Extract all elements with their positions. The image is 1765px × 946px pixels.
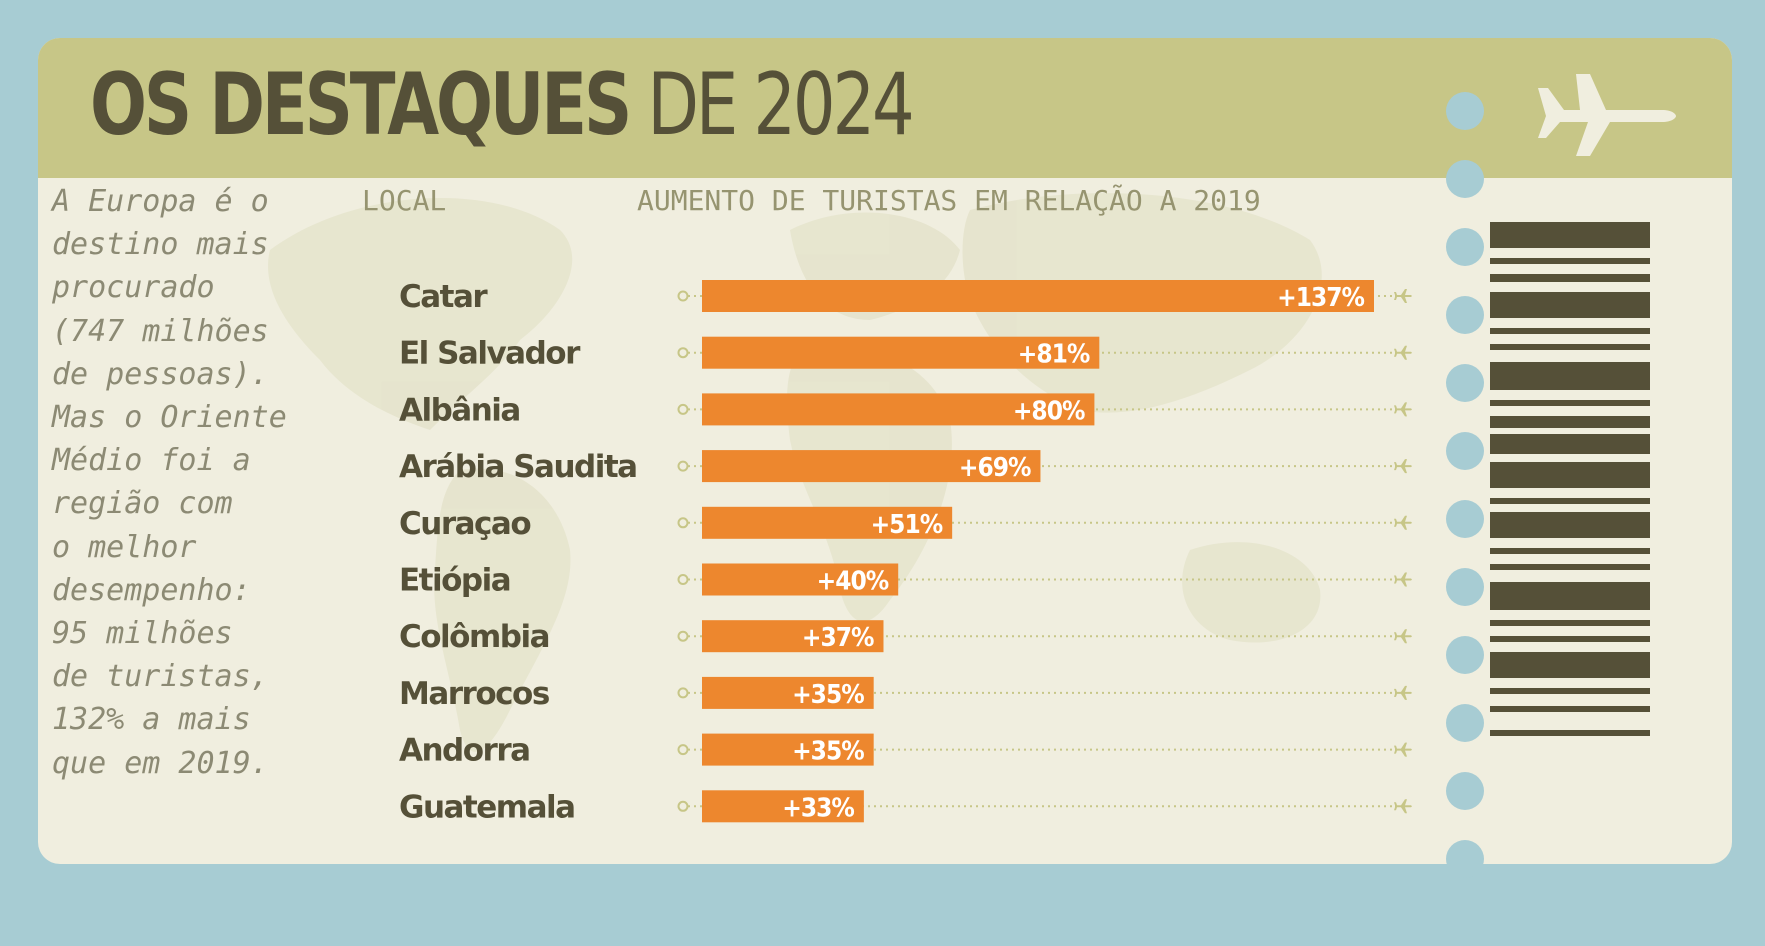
data-label: +33% [782, 793, 854, 823]
row-start-marker [677, 347, 689, 359]
bar [702, 393, 1095, 426]
category-label: Etiópia [399, 563, 510, 599]
ticket-perforation [1446, 840, 1484, 878]
bar-chart: +137% Catar +81% El Salvador +80% Albânia +69%… [399, 279, 1412, 825]
row-start-marker [677, 800, 689, 812]
airplane-icon [1394, 799, 1412, 814]
category-label: Guatemala [399, 789, 575, 825]
data-label: +51% [871, 510, 943, 540]
data-label: +37% [802, 623, 874, 653]
ticket-perforation [1446, 772, 1484, 810]
bar [702, 733, 874, 766]
ticket-perforation [1446, 228, 1484, 266]
airplane-icon [1394, 289, 1412, 303]
ticket-perforation [1446, 0, 1484, 38]
ticket-perforation [1446, 364, 1484, 402]
bar [702, 676, 874, 709]
airplane-icon [1394, 345, 1412, 360]
data-label: +80% [1013, 396, 1085, 426]
data-label: +35% [792, 680, 864, 710]
row-start-marker [677, 687, 689, 699]
data-label: +40% [817, 567, 889, 597]
row-start-marker [677, 744, 689, 756]
ticket-perforation [1446, 636, 1484, 674]
data-label: +137% [1277, 283, 1364, 313]
bar [702, 450, 1041, 483]
category-label: Marrocos [399, 676, 549, 712]
row-start-marker [677, 290, 689, 302]
row-start-marker [677, 517, 689, 529]
ticket-perforation [1446, 296, 1484, 334]
airplane-icon [1394, 685, 1412, 700]
row-start-marker [677, 403, 689, 415]
bar [702, 336, 1100, 369]
ticket-perforation [1446, 704, 1484, 742]
local-column-header: LOCAL [362, 184, 447, 217]
intro-text: A Europa é o destino mais procurado (747… [52, 184, 287, 781]
bar [702, 506, 953, 539]
increase-column-header: AUMENTO DE TURISTAS EM RELAÇÃO A 2019 [637, 184, 1261, 217]
bar [702, 790, 864, 823]
ticket-perforation [1446, 92, 1484, 130]
ticket-perforation [1446, 432, 1484, 470]
ticket-perforation [1446, 568, 1484, 606]
title-bold: OS DESTAQUES [90, 55, 632, 155]
airplane-icon [1394, 629, 1412, 644]
airplane-icon [1394, 402, 1412, 417]
row-start-marker [677, 460, 689, 472]
ticket-perforation [1446, 160, 1484, 198]
category-label: Colômbia [399, 619, 549, 655]
bar [702, 280, 1374, 312]
page-title: OS DESTAQUES DE 2024 [90, 55, 915, 155]
bar [702, 620, 884, 653]
airplane-icon [1538, 74, 1676, 156]
barcode [1490, 222, 1650, 752]
airplane-icon [1394, 572, 1412, 587]
airplane-icon [1394, 459, 1412, 474]
airplane-icon [1394, 742, 1412, 757]
row-start-marker [677, 630, 689, 642]
data-label: +81% [1018, 340, 1090, 370]
bar [702, 563, 899, 596]
category-label: Catar [399, 279, 488, 315]
category-label: Curaçao [399, 506, 530, 542]
ticket-perforation [1446, 908, 1484, 946]
data-label: +69% [959, 453, 1031, 483]
airplane-icon [1394, 515, 1412, 530]
title-light: DE 2024 [629, 55, 914, 155]
data-label: +35% [792, 737, 864, 767]
category-label: Arábia Saudita [399, 449, 637, 485]
category-label: El Salvador [399, 336, 581, 372]
row-start-marker [677, 574, 689, 585]
ticket-perforation [1446, 500, 1484, 538]
category-label: Albânia [399, 392, 520, 428]
category-label: Andorra [399, 733, 530, 769]
